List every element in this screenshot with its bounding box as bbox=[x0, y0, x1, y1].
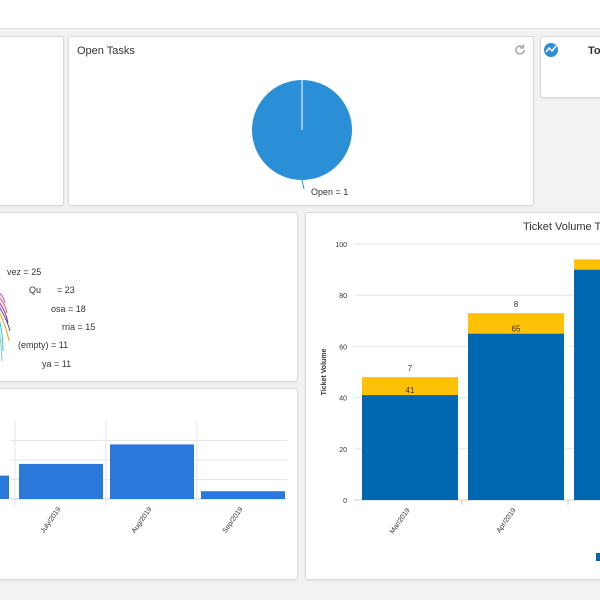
ticket-volume-panel: Ticket Volume Tre 0 20 40 60 80 100 Ticket Vol… bbox=[305, 212, 600, 580]
leader-line bbox=[0, 292, 6, 304]
x-tick-label: Mar/2019 bbox=[389, 507, 412, 535]
y-tick-label: 100 bbox=[335, 242, 347, 249]
ticket-volume-title: Ticket Volume Tre bbox=[523, 221, 600, 233]
x-tick-label: Aug/2019 bbox=[131, 506, 154, 535]
y-tick-label: 80 bbox=[339, 293, 347, 300]
y-tick-label: 60 bbox=[339, 344, 347, 351]
assignee-pie-leaders bbox=[0, 292, 11, 362]
bar-segment-base bbox=[574, 269, 600, 500]
assignee-panel: vez = 25 Qu = 23 osa = 18 rria = 15 (emp… bbox=[0, 212, 298, 382]
bar bbox=[19, 463, 103, 499]
bar-segment-base bbox=[468, 333, 564, 500]
data-label: 7 bbox=[408, 364, 413, 373]
bar bbox=[110, 444, 194, 499]
y-axis-label: Ticket Volume bbox=[321, 348, 328, 395]
bar-segment-top bbox=[468, 313, 564, 334]
ticket-volume-chart: 0 20 40 60 80 100 Ticket Volume 41 7 Mar/2019 65 8 A… bbox=[321, 242, 600, 535]
pie-leader-line bbox=[301, 179, 305, 190]
open-slice-label: Open = 1 bbox=[311, 187, 349, 197]
bar bbox=[201, 491, 285, 499]
data-label: 65 bbox=[512, 325, 521, 334]
assignee-label: (empty) = 11 bbox=[18, 340, 69, 350]
leader-line bbox=[0, 331, 3, 362]
assignee-label: rria = 15 bbox=[62, 322, 96, 332]
assignee-label: vez = 25 bbox=[7, 267, 42, 277]
activity-icon bbox=[544, 43, 558, 57]
x-tick-label: July/2019 bbox=[40, 506, 63, 535]
leader-line bbox=[0, 306, 11, 332]
bar-segment-top bbox=[574, 259, 600, 270]
assignee-label: = 23 bbox=[57, 285, 75, 295]
y-tick-label: 40 bbox=[339, 396, 347, 403]
bar-segment-base bbox=[362, 395, 458, 500]
open-tasks-panel: Open Tasks Open = 1 bbox=[68, 36, 534, 206]
y-tick-label: 0 bbox=[343, 498, 347, 505]
left-top-panel bbox=[0, 36, 64, 206]
open-tasks-pie bbox=[252, 80, 352, 190]
leader-line bbox=[0, 312, 10, 342]
data-label: 8 bbox=[514, 300, 519, 309]
open-tasks-title: Open Tasks bbox=[77, 45, 135, 57]
leader-line bbox=[0, 302, 9, 324]
refresh-icon[interactable] bbox=[513, 43, 527, 57]
leader-line bbox=[0, 297, 8, 314]
x-tick-label: Sep/2019 bbox=[222, 506, 245, 535]
assignee-label: Qu bbox=[29, 285, 42, 295]
monthly-bar-chart: July/2019 Aug/2019 Sep/2019 bbox=[0, 421, 287, 535]
top-bar bbox=[0, 0, 600, 29]
assignee-label: osa = 18 bbox=[51, 304, 86, 314]
monthly-bars-panel: July/2019 Aug/2019 Sep/2019 bbox=[0, 388, 298, 580]
bar bbox=[0, 475, 9, 499]
totals-panel: Tot bbox=[540, 36, 600, 98]
legend-swatch bbox=[596, 553, 600, 561]
data-label: 41 bbox=[406, 386, 415, 395]
totals-title: Tot bbox=[588, 45, 600, 57]
assignee-label: ya = 11 bbox=[42, 359, 72, 369]
leader-line bbox=[0, 320, 4, 352]
y-tick-label: 20 bbox=[339, 447, 347, 454]
bar-segment-top bbox=[362, 377, 458, 396]
x-tick-label: Apr/2019 bbox=[496, 507, 518, 534]
